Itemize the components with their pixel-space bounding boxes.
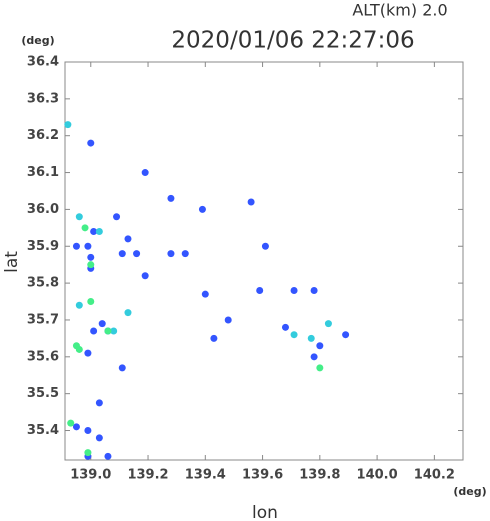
y-unit: (deg) [21,34,54,47]
echo-point [87,298,95,306]
echo-point [75,301,83,309]
echo-point [110,327,118,335]
echo-point [84,242,92,250]
echo-point [75,213,83,221]
echo-point [113,213,121,221]
echo-point [118,250,126,258]
echo-point [87,261,95,269]
echo-point [256,286,264,294]
echo-point [210,334,218,342]
echo-point [72,242,80,250]
plot-frame [64,61,464,461]
echo-point [181,250,189,258]
x-tick-label: 140.0 [357,468,398,483]
y-tick-label: 36.4 [27,55,59,70]
echo-point [342,331,350,339]
echo-point [261,242,269,250]
echo-point [167,194,175,202]
echo-point [90,228,98,236]
echo-point [104,327,112,335]
echo-point [124,235,132,243]
echo-point [247,198,255,206]
y-tick-label: 36.2 [27,128,59,143]
echo-point [316,342,324,350]
echo-point [316,364,324,372]
echo-point [84,427,92,435]
y-tick-label: 36.1 [27,165,59,180]
y-tick-label: 35.6 [27,349,59,364]
echo-point [141,272,149,280]
echo-point [281,323,289,331]
echo-point [167,250,175,258]
echo-point [310,353,318,361]
echo-point [104,452,112,460]
echo-point [95,434,103,442]
echo-point [87,253,95,261]
echo-point [124,309,132,317]
echo-point [95,399,103,407]
chart-title: 2020/01/06 22:27:06 [171,28,414,54]
echo-point [324,320,332,328]
echo-point [141,169,149,177]
echo-point [98,320,106,328]
echo-point [224,316,232,324]
echo-point [75,345,83,353]
echo-point [290,331,298,339]
y-tick-label: 35.7 [27,312,59,327]
x-tick-label: 140.2 [414,468,455,483]
echo-point [81,224,89,232]
y-tick-label: 35.4 [27,423,59,438]
echo-point [84,349,92,357]
echo-point [118,364,126,372]
x-tick-label: 139.0 [70,468,111,483]
y-axis-label: lat [2,251,22,273]
echo-point [64,121,72,129]
echo-point [84,449,92,457]
echo-point [87,139,95,147]
subtitle: ALT(km) 2.0 [352,1,447,20]
echo-point [90,327,98,335]
x-tick-label: 139.2 [127,468,168,483]
x-tick-label: 139.6 [242,468,283,483]
x-axis-label: lon [252,503,278,521]
y-tick-label: 36.3 [27,91,59,106]
x-tick-label: 139.8 [299,468,340,483]
echo-point [72,423,80,431]
echo-point [133,250,141,258]
x-unit: (deg) [453,485,486,498]
echo-point [201,290,209,298]
y-tick-label: 36.0 [27,202,59,217]
y-tick-label: 35.9 [27,239,59,254]
echo-point [307,334,315,342]
echo-point [310,286,318,294]
echo-point [198,205,206,213]
x-tick-label: 139.4 [185,468,226,483]
echo-point [290,286,298,294]
y-tick-label: 35.5 [27,386,59,401]
echo-point [95,228,103,236]
echo-point [67,419,75,427]
y-tick-label: 35.8 [27,276,59,291]
